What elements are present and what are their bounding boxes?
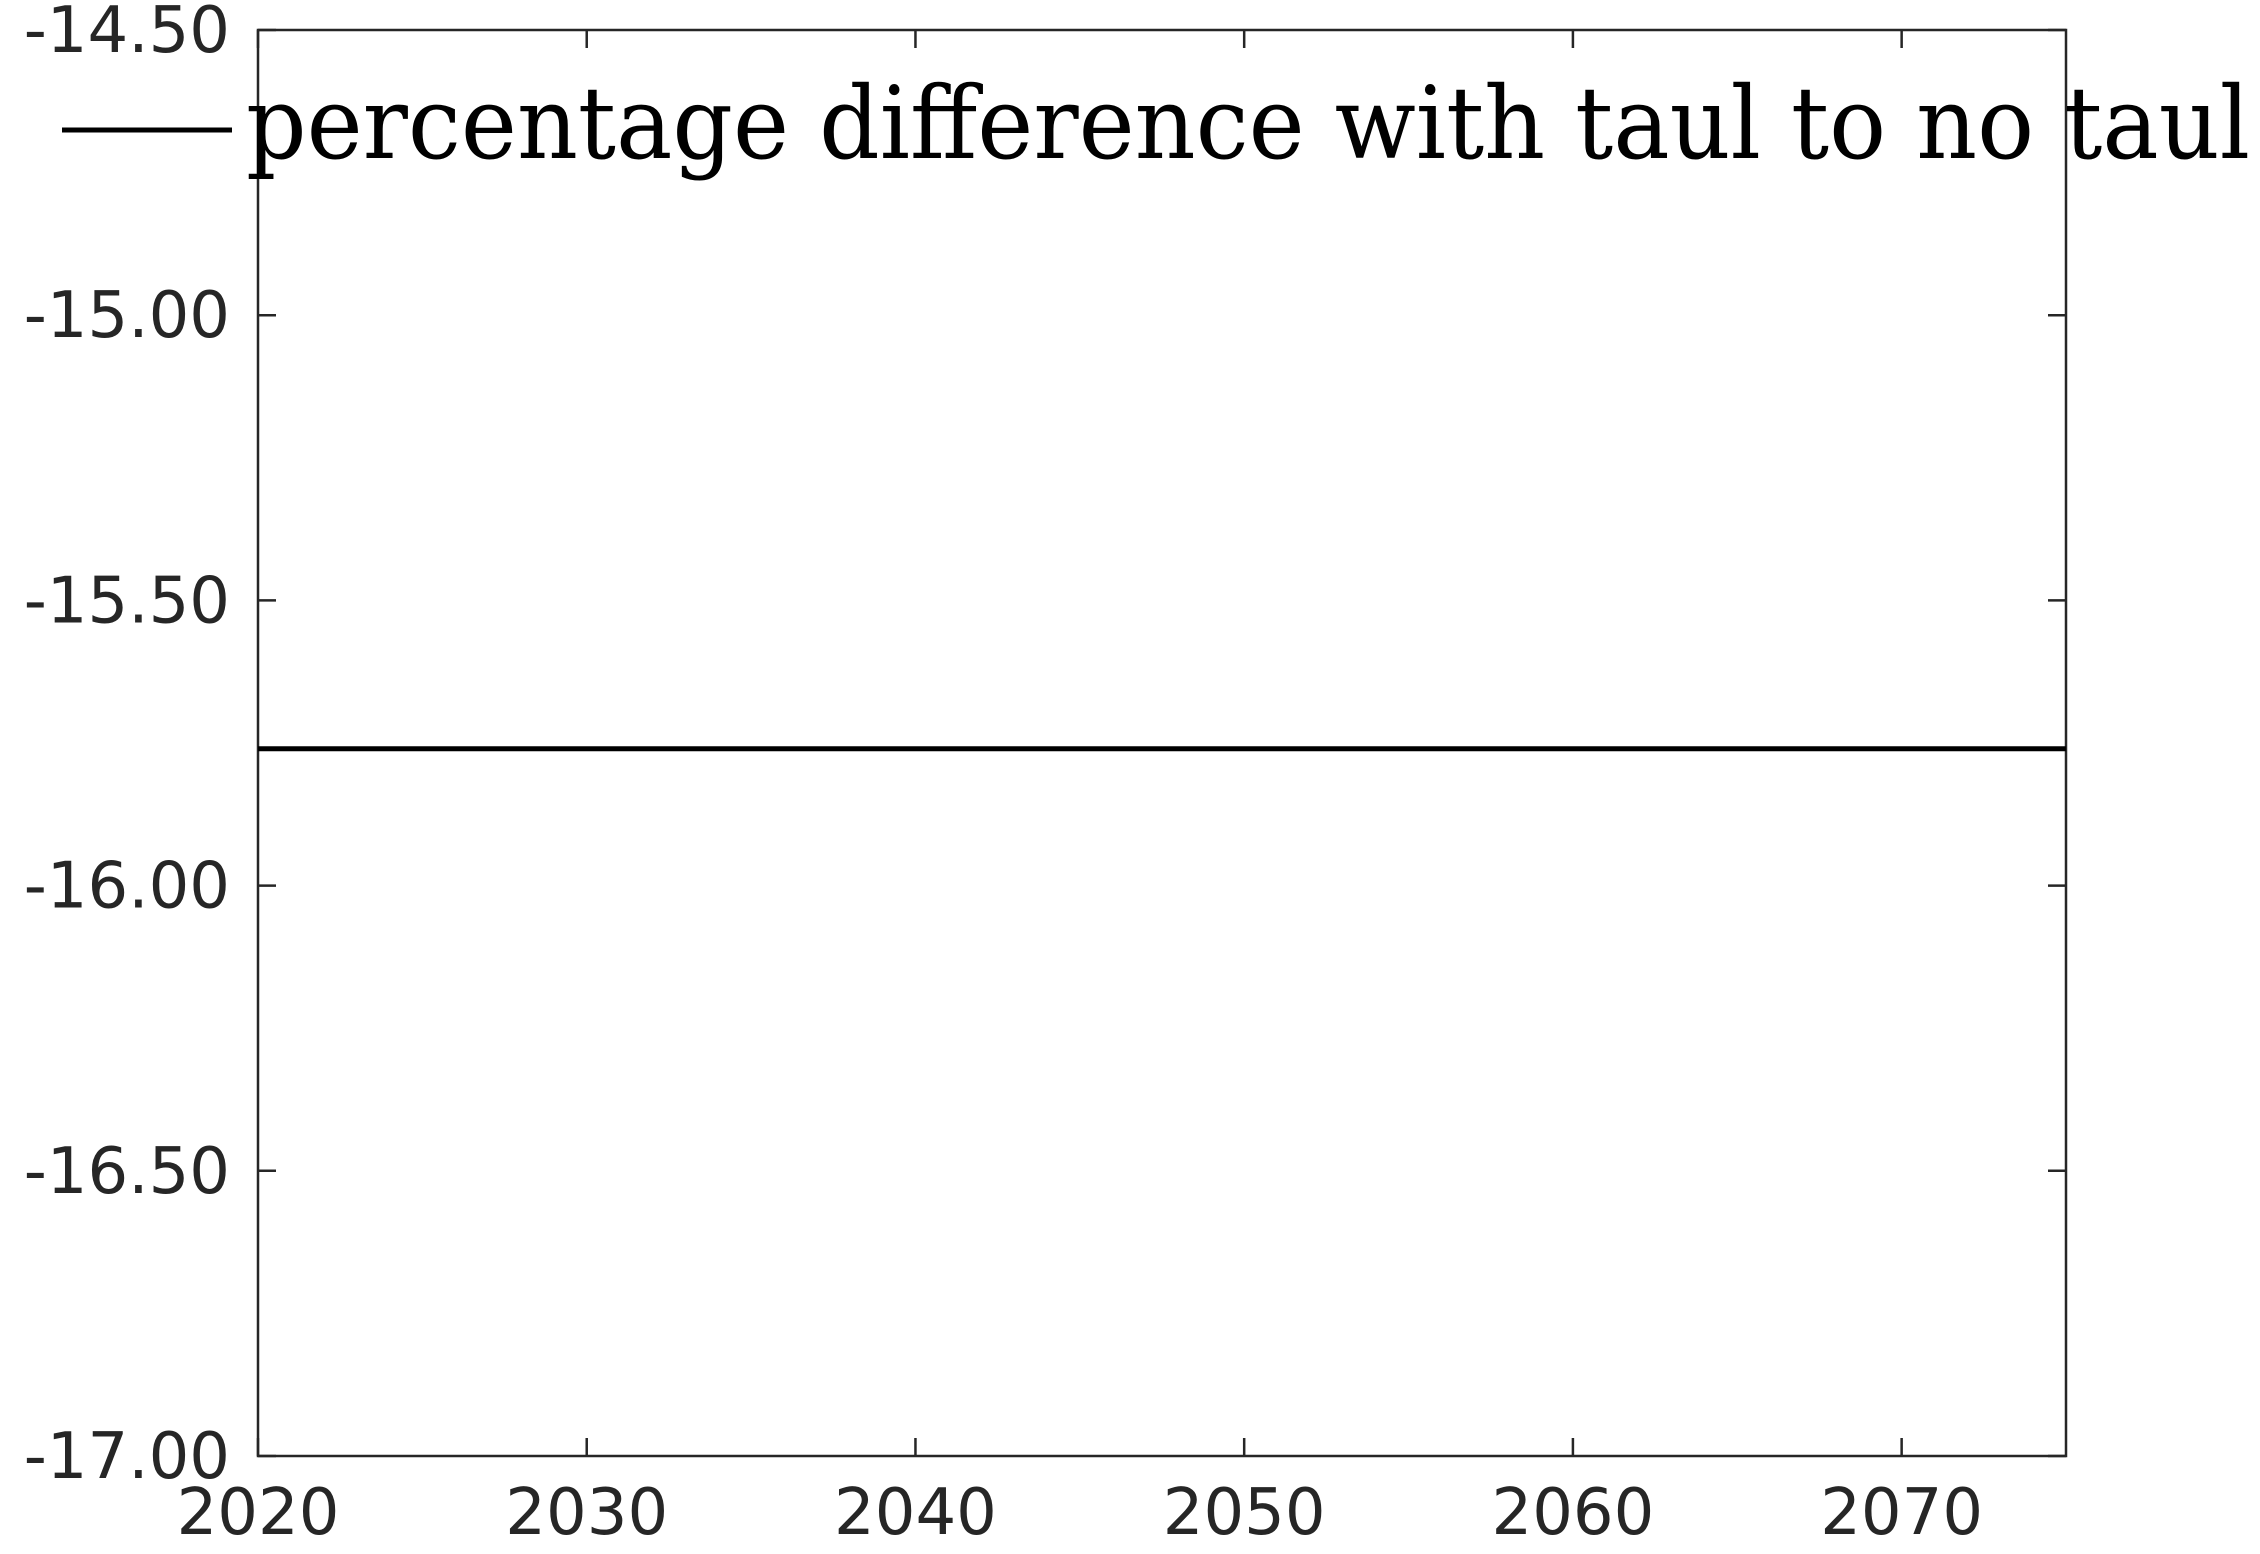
axis-tick-labels: 2020 2030 2040 2050 2060 2070 -14.50 -15.00 -15.…: [24, 0, 1983, 1550]
y-tick-label: -15.50: [24, 564, 230, 638]
x-tick-label: 2020: [177, 1476, 340, 1550]
legend-label: percentage difference with taul to no ta…: [246, 65, 2250, 182]
y-tick-label: -14.50: [24, 0, 230, 68]
axis-ticks: [256, 28, 2066, 1458]
x-tick-label: 2030: [505, 1476, 668, 1550]
y-tick-label: -17.00: [24, 1420, 230, 1494]
plot-area: [256, 28, 2068, 1458]
x-tick-label: 2040: [834, 1476, 997, 1550]
legend: percentage difference with taul to no ta…: [62, 65, 2250, 182]
x-tick-label: 2050: [1163, 1476, 1326, 1550]
x-tick-label: 2060: [1491, 1476, 1654, 1550]
x-tick-label: 2070: [1820, 1476, 1983, 1550]
y-tick-label: -15.00: [24, 279, 230, 353]
y-tick-label: -16.50: [24, 1135, 230, 1209]
y-tick-label: -16.00: [24, 850, 230, 924]
